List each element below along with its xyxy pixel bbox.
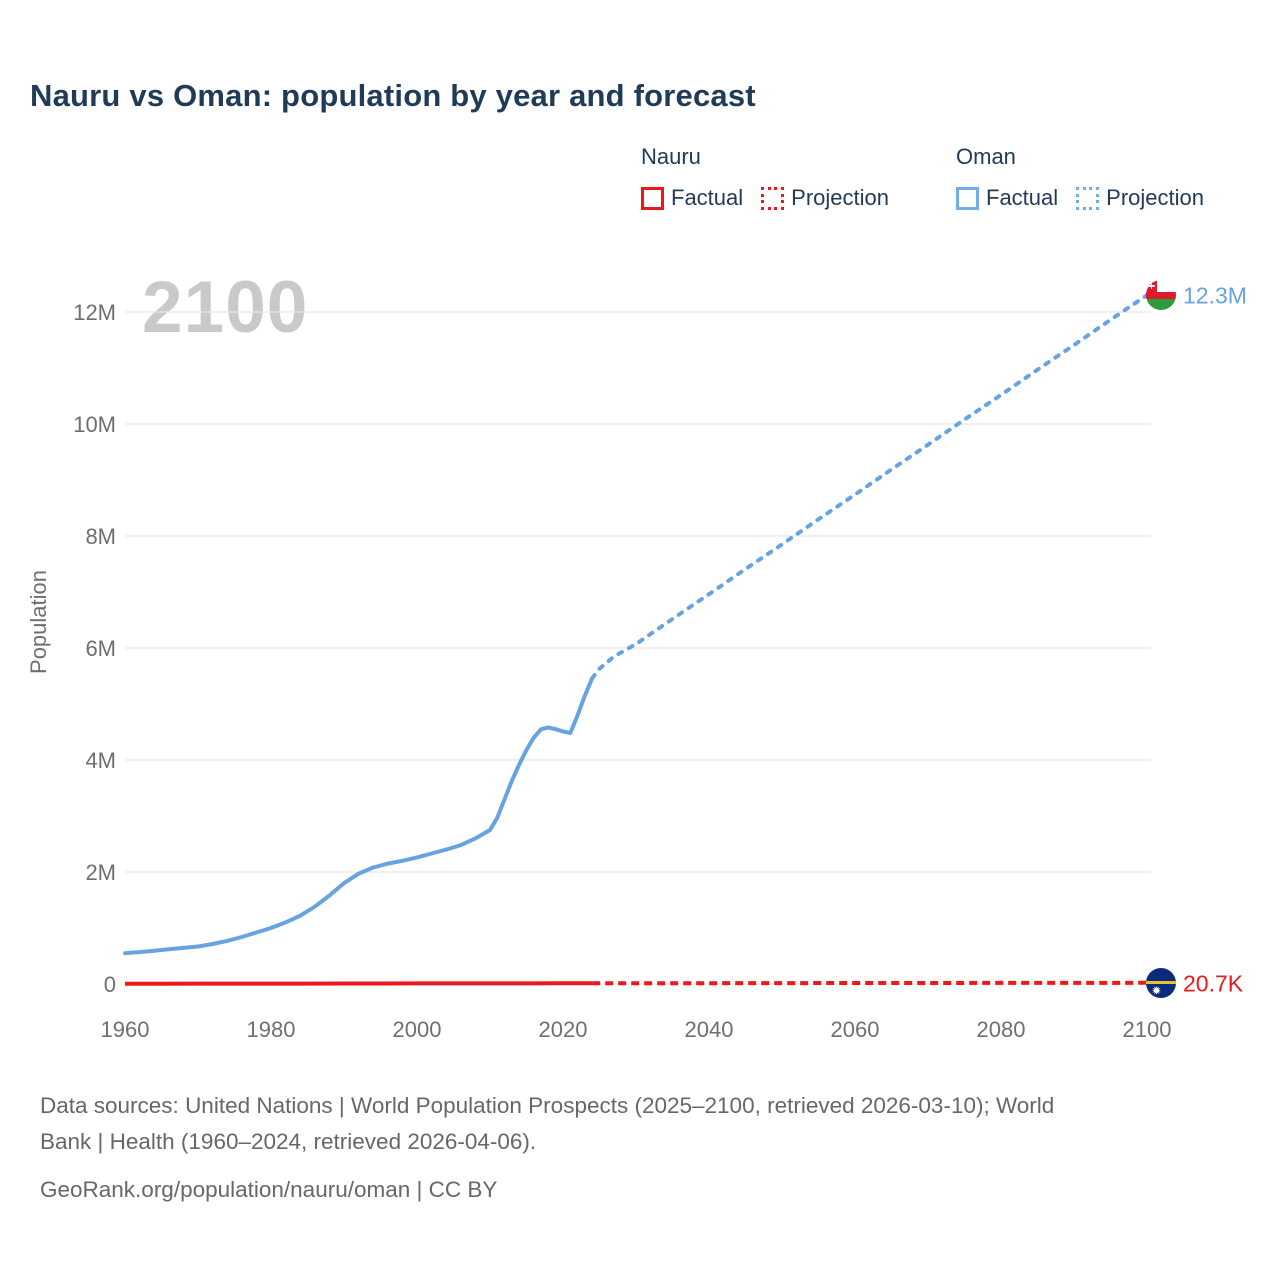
x-tick-label: 1980 [247, 1017, 296, 1042]
nauru-projection-swatch-icon [761, 186, 785, 210]
data-sources-line-2: Bank | Health (1960–2024, retrieved 2026… [40, 1128, 537, 1154]
attribution-link: GeoRank.org/population/nauru/oman | CC B… [40, 1177, 498, 1202]
oman-factual-swatch-icon [956, 186, 979, 210]
watermark-year: 2100 [142, 267, 309, 348]
x-tick-label: 2020 [539, 1017, 588, 1042]
legend-item-oman-factual: Factual [956, 185, 1058, 211]
x-tick-label: 2100 [1123, 1017, 1172, 1042]
legend-label-nauru-factual: Factual [671, 185, 744, 210]
legend-item-nauru-factual: Factual [641, 185, 743, 211]
y-gridlines [125, 311, 1151, 985]
y-tick-label: 4M [85, 748, 116, 773]
nauru-end-value-label: 20.7K [1183, 970, 1244, 997]
x-tick-label: 2000 [393, 1017, 442, 1042]
legend-group-oman: Oman Factual Projection [956, 144, 1204, 211]
y-tick-label: 8M [85, 524, 116, 549]
page-title: Nauru vs Oman: population by year and fo… [30, 78, 756, 113]
legend-label-oman-factual: Factual [986, 185, 1059, 210]
legend-group-oman-name: Oman [956, 144, 1016, 169]
y-tick-label: 6M [85, 636, 116, 661]
data-sources-line-1: Data sources: United Nations | World Pop… [40, 1093, 1055, 1118]
oman-flag-icon [1146, 280, 1176, 311]
legend-label-nauru-projection: Projection [791, 185, 889, 210]
legend-group-nauru-name: Nauru [641, 144, 701, 169]
oman-factual-line [123, 676, 595, 956]
legend-row-nauru: Factual Projection [641, 185, 889, 211]
x-tick-label: 2080 [977, 1017, 1026, 1042]
footer: Data sources: United Nations | World Pop… [40, 1088, 1245, 1208]
y-axis-title: Population [26, 570, 51, 674]
x-tick-label: 1960 [101, 1017, 150, 1042]
y-tick-label: 12M [73, 300, 116, 325]
y-tick-label: 0 [104, 972, 116, 997]
legend-item-oman-projection: Projection [1076, 185, 1204, 211]
legend-row-oman: Factual Projection [956, 185, 1204, 211]
y-tick-label: 10M [73, 412, 116, 437]
oman-projection-line [590, 293, 1149, 681]
oman-projection-swatch-icon [1076, 186, 1100, 210]
legend-group-nauru: Nauru Factual Projection [641, 144, 889, 211]
y-tick-labels: 0 2M 4M 6M 8M 10M 12M [73, 300, 116, 997]
x-tick-labels: 1960 1980 2000 2020 2040 2060 2080 2100 [101, 1017, 1172, 1042]
oman-end-value-label: 12.3M [1183, 282, 1247, 309]
x-tick-label: 2040 [685, 1017, 734, 1042]
legend-item-nauru-projection: Projection [761, 185, 889, 211]
x-tick-label: 2060 [831, 1017, 880, 1042]
nauru-flag-icon [1146, 967, 1176, 998]
nauru-projection-line [592, 980, 1148, 986]
data-sources-text: Data sources: United Nations | World Pop… [40, 1088, 1245, 1159]
nauru-factual-swatch-icon [641, 186, 664, 210]
legend-label-oman-projection: Projection [1106, 185, 1204, 210]
y-tick-label: 2M [85, 860, 116, 885]
